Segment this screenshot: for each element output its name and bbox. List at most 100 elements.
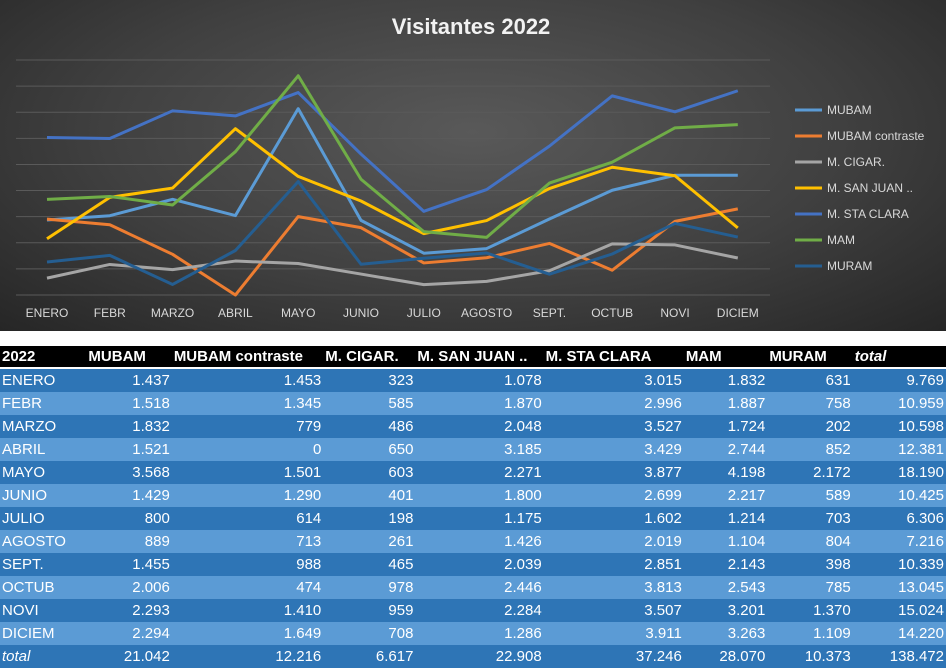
table-cell: 713 bbox=[171, 530, 324, 553]
table-cell: 1.437 bbox=[86, 368, 172, 392]
row-label: FEBR bbox=[0, 392, 87, 415]
row-label: SEPT. bbox=[0, 553, 87, 576]
table-cell: 2.143 bbox=[683, 553, 768, 576]
x-tick-label: FEBR bbox=[94, 306, 126, 320]
table-cell: 3.185 bbox=[415, 438, 544, 461]
table-cell: 202 bbox=[767, 415, 853, 438]
table-cell: 401 bbox=[323, 484, 416, 507]
column-header: MURAM bbox=[767, 346, 853, 369]
table-cell: 3.015 bbox=[543, 368, 684, 392]
table-cell: 486 bbox=[323, 415, 416, 438]
legend-label: MURAM bbox=[827, 259, 872, 273]
x-tick-label: DICIEM bbox=[717, 306, 759, 320]
table-cell: 6.306 bbox=[852, 507, 946, 530]
table-cell: 2.217 bbox=[683, 484, 768, 507]
table-cell: 15.024 bbox=[852, 599, 946, 622]
table-cell: 1.501 bbox=[171, 461, 324, 484]
table-cell: 3.507 bbox=[543, 599, 684, 622]
table-cell: 2.996 bbox=[543, 392, 684, 415]
series-line-m-san-juan- bbox=[46, 127, 739, 240]
table-row: FEBR 1.518 1.345 585 1.870 2.996 1.887 758 10.95… bbox=[0, 392, 946, 415]
table-row: DICIEM 2.294 1.649 708 1.286 3.911 3.263 1.109 1… bbox=[0, 622, 946, 645]
table-cell: 3.568 bbox=[86, 461, 172, 484]
legend-label: MUBAM bbox=[827, 103, 872, 117]
legend-label: MUBAM contraste bbox=[827, 129, 925, 143]
table-cell: 1.345 bbox=[171, 392, 324, 415]
table-cell: 1.175 bbox=[415, 507, 544, 530]
x-tick-label: SEPT. bbox=[533, 306, 566, 320]
table-cell: 1.832 bbox=[86, 415, 172, 438]
table-cell: 1.887 bbox=[683, 392, 768, 415]
x-tick-label: MARZO bbox=[151, 306, 194, 320]
table-cell: 261 bbox=[323, 530, 416, 553]
table-cell: 0 bbox=[171, 438, 324, 461]
table-cell: 14.220 bbox=[852, 622, 946, 645]
table-cell: 3.263 bbox=[683, 622, 768, 645]
column-header: M. CIGAR. bbox=[323, 346, 416, 369]
legend-label: M. SAN JUAN .. bbox=[827, 181, 913, 195]
table-cell: 138.472 bbox=[852, 645, 946, 668]
legend-label: M. STA CLARA bbox=[827, 207, 909, 221]
table-cell: 13.045 bbox=[852, 576, 946, 599]
table-cell: 2.699 bbox=[543, 484, 684, 507]
table-row: NOVI 2.293 1.410 959 2.284 3.507 3.201 1.370 15.… bbox=[0, 599, 946, 622]
table-cell: 758 bbox=[767, 392, 853, 415]
table-row: AGOSTO 889 713 261 1.426 2.019 1.104 804 7.216 bbox=[0, 530, 946, 553]
table-cell: 2.019 bbox=[543, 530, 684, 553]
table-cell: 804 bbox=[767, 530, 853, 553]
table-cell: 1.214 bbox=[683, 507, 768, 530]
row-label: MARZO bbox=[0, 415, 87, 438]
table-cell: 323 bbox=[323, 368, 416, 392]
table-cell: 785 bbox=[767, 576, 853, 599]
table-cell: 9.769 bbox=[852, 368, 946, 392]
table-cell: 1.426 bbox=[415, 530, 544, 553]
table-cell: 2.172 bbox=[767, 461, 853, 484]
table-cell: 3.201 bbox=[683, 599, 768, 622]
table-cell: 10.959 bbox=[852, 392, 946, 415]
x-tick-label: ENERO bbox=[26, 306, 69, 320]
table-cell: 800 bbox=[86, 507, 172, 530]
table-cell: 2.446 bbox=[415, 576, 544, 599]
column-header: M. SAN JUAN .. bbox=[415, 346, 544, 369]
visitors-line-chart: Visitantes 2022 ENERO FEBR MARZO ABRIL MAYO J… bbox=[0, 0, 946, 331]
table-cell: 4.198 bbox=[683, 461, 768, 484]
table-cell: 3.429 bbox=[543, 438, 684, 461]
table-cell: 2.271 bbox=[415, 461, 544, 484]
legend-label: M. CIGAR. bbox=[827, 155, 885, 169]
table-cell: 12.216 bbox=[171, 645, 324, 668]
table-cell: 1.453 bbox=[171, 368, 324, 392]
table-cell: 1.649 bbox=[171, 622, 324, 645]
x-tick-label: JULIO bbox=[407, 306, 441, 320]
table-cell: 1.602 bbox=[543, 507, 684, 530]
table-cell: 1.724 bbox=[683, 415, 768, 438]
table-cell: 1.518 bbox=[86, 392, 172, 415]
table-cell: 10.425 bbox=[852, 484, 946, 507]
column-header: MUBAM bbox=[86, 346, 172, 369]
table-cell: 614 bbox=[171, 507, 324, 530]
table-cell: 988 bbox=[171, 553, 324, 576]
table-cell: 589 bbox=[767, 484, 853, 507]
table-cell: 398 bbox=[767, 553, 853, 576]
table-row: MAYO 3.568 1.501 603 2.271 3.877 4.198 2.172 18.… bbox=[0, 461, 946, 484]
table-cell: 650 bbox=[323, 438, 416, 461]
row-label: JUNIO bbox=[0, 484, 87, 507]
table-cell: 6.617 bbox=[323, 645, 416, 668]
column-header: 2022 bbox=[0, 346, 87, 369]
table-cell: 603 bbox=[323, 461, 416, 484]
table-row: JUNIO 1.429 1.290 401 1.800 2.699 2.217 589 10.4… bbox=[0, 484, 946, 507]
table-cell: 3.813 bbox=[543, 576, 684, 599]
table-row: OCTUB 2.006 474 978 2.446 3.813 2.543 785 13.045 bbox=[0, 576, 946, 599]
table-cell: 1.370 bbox=[767, 599, 853, 622]
table-cell: 3.527 bbox=[543, 415, 684, 438]
column-header: total bbox=[852, 346, 946, 369]
x-tick-label: JUNIO bbox=[343, 306, 379, 320]
row-label: JULIO bbox=[0, 507, 87, 530]
visitors-table: 2022 MUBAM MUBAM contraste M. CIGAR. M. SAN … bbox=[0, 346, 946, 668]
series-line-muram bbox=[46, 180, 739, 286]
table-cell: 2.543 bbox=[683, 576, 768, 599]
series-line-m-sta-clara bbox=[46, 89, 739, 213]
series-line-mam bbox=[46, 74, 738, 239]
table-cell: 2.048 bbox=[415, 415, 544, 438]
series-line-m-cigar- bbox=[46, 242, 739, 287]
table-cell: 1.521 bbox=[86, 438, 172, 461]
